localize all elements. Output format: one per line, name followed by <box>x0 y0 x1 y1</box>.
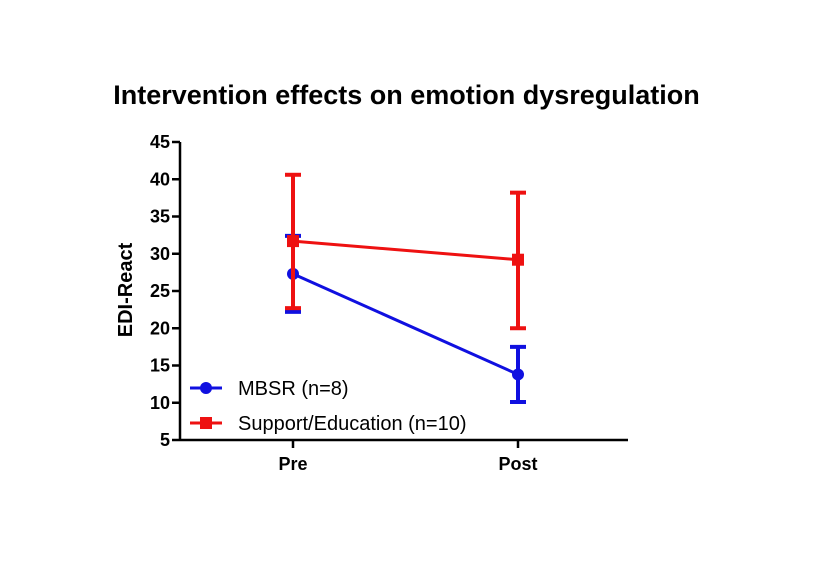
data-point <box>512 253 524 266</box>
legend-label: MBSR (n=8) <box>238 378 349 400</box>
legend-item-1: MBSR (n=8) <box>190 378 349 400</box>
series-line <box>292 239 519 262</box>
y-tick-label: 5 <box>160 430 170 450</box>
x-tick-label: Post <box>498 454 537 474</box>
y-tick-label: 30 <box>150 244 170 264</box>
data-point <box>287 235 299 248</box>
y-tick-label: 15 <box>150 356 170 376</box>
y-tick-label: 35 <box>150 207 170 227</box>
y-tick-label: 10 <box>150 393 170 413</box>
legend-label: Support/Education (n=10) <box>238 413 467 435</box>
chart-title: Intervention effects on emotion dysregul… <box>113 80 700 110</box>
legend-marker <box>200 382 212 394</box>
series-2 <box>285 172 526 331</box>
y-tick-label: 40 <box>150 169 170 189</box>
legend: MBSR (n=8) Support/Education (n=10) <box>190 378 467 435</box>
data-point <box>512 368 524 381</box>
y-tick-label: 20 <box>150 318 170 338</box>
legend-item-2: Support/Education (n=10) <box>190 413 467 435</box>
legend-marker <box>200 417 212 429</box>
x-tick-label: Pre <box>278 454 307 474</box>
axes: 5 10 15 20 25 30 35 40 45 Pre Post <box>150 132 628 474</box>
series-layer <box>285 172 526 405</box>
y-tick-label: 25 <box>150 281 170 301</box>
y-tick-label: 45 <box>150 132 170 152</box>
y-axis-label: EDI-React <box>115 242 137 337</box>
series-line <box>292 272 519 376</box>
